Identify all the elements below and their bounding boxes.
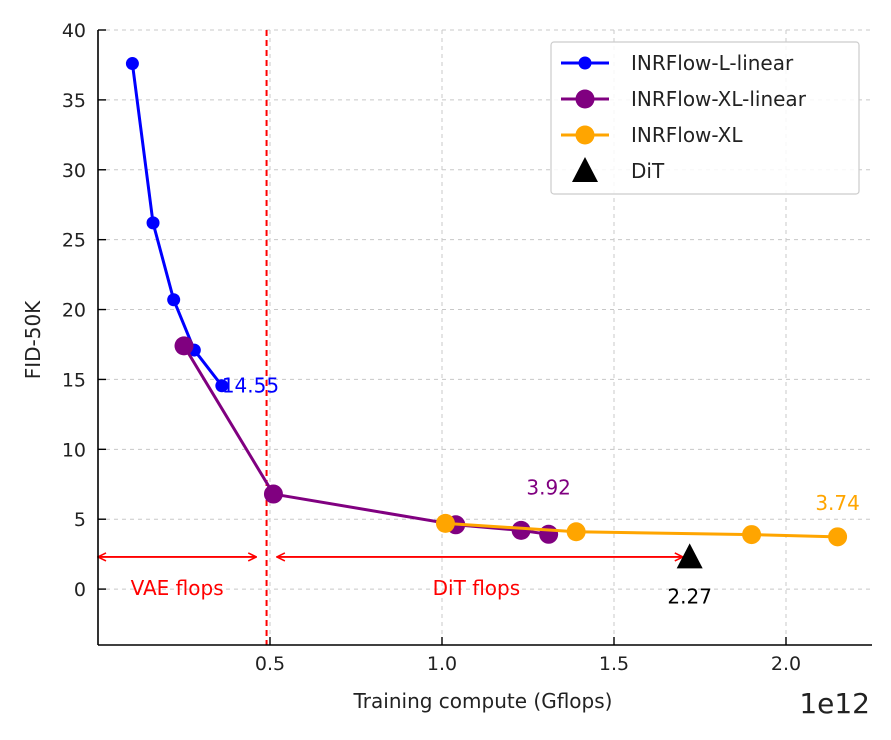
ticks: 0.5 1.0 1.5 2.0 0 5 10 15 20 25 30 35 40 [62, 20, 801, 675]
data-point [263, 484, 283, 504]
legend-item-dit: DiT [572, 157, 665, 183]
y-tick-label: 30 [62, 160, 86, 182]
legend-label: DiT [631, 159, 665, 183]
x-tick-label: 2.0 [771, 653, 801, 675]
data-label: 14.55 [222, 374, 279, 398]
series-inrflow-l-linear [125, 57, 229, 393]
legend-marker [575, 89, 595, 109]
data-label: 2.27 [667, 584, 712, 608]
x-tick-label: 0.5 [255, 653, 285, 675]
series-inrflow-xl [435, 513, 848, 547]
data-point [125, 57, 139, 71]
data-point [435, 513, 455, 533]
y-tick-label: 40 [62, 20, 86, 42]
legend-marker [578, 56, 592, 70]
series-layer [125, 57, 848, 569]
legend-box [550, 41, 860, 195]
axes [97, 30, 872, 646]
legend-marker [572, 157, 598, 182]
data-point [511, 520, 531, 540]
series-dit [676, 543, 703, 569]
data-point [174, 336, 194, 356]
legend-item-inrflow-xl: INRFlow-XL [561, 123, 743, 147]
data-point [215, 379, 229, 393]
data-point [742, 525, 762, 545]
legend-label: INRFlow-L-linear [631, 51, 794, 75]
legend-label: INRFlow-XL-linear [631, 87, 807, 111]
legend-item-inrflow-l-linear: INRFlow-L-linear [561, 51, 794, 75]
y-axis-label: FID-50K [21, 300, 45, 379]
y-tick-label: 25 [62, 230, 86, 252]
legend-marker [575, 125, 595, 145]
y-tick-label: 20 [62, 300, 86, 322]
series-line [445, 521, 838, 539]
data-point [566, 522, 586, 542]
x-axis-multiplier: 1e12 [799, 687, 870, 720]
vae-flops-label: VAE flops [131, 576, 224, 600]
data-point [828, 527, 848, 547]
x-axis-label: Training compute (Gflops) [353, 689, 613, 713]
data-labels: 14.55 3.92 3.74 2.27 [222, 374, 860, 609]
series-inrflow-xl-linear [174, 336, 559, 544]
data-point [146, 216, 160, 230]
annotation-lines: VAE flops DiT flops [98, 30, 683, 645]
y-tick-label: 15 [62, 369, 86, 391]
data-point [539, 524, 559, 544]
dit-flops-label: DiT flops [433, 576, 520, 600]
grid [98, 29, 872, 645]
y-tick-label: 0 [74, 579, 86, 601]
data-label: 3.92 [526, 475, 571, 499]
y-tick-label: 35 [62, 90, 86, 112]
data-point [167, 293, 181, 307]
data-point [676, 543, 703, 569]
x-tick-label: 1.5 [599, 653, 629, 675]
legend: INRFlow-L-linear INRFlow-XL-linear INRFlow… [550, 41, 860, 195]
series-line [130, 63, 224, 387]
y-tick-label: 5 [74, 509, 86, 531]
legend-label: INRFlow-XL [631, 123, 743, 147]
data-label: 3.74 [815, 491, 860, 515]
y-tick-label: 10 [62, 439, 86, 461]
x-tick-label: 1.0 [427, 653, 457, 675]
legend-item-inrflow-xl-linear: INRFlow-XL-linear [561, 87, 807, 111]
